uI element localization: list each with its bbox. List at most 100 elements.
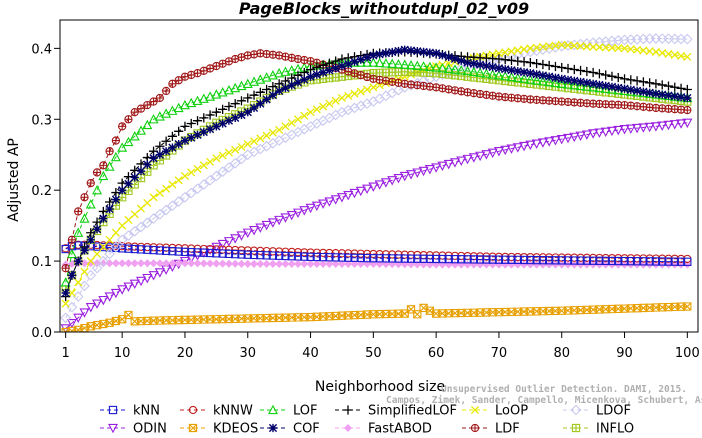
point-lof [267,70,278,80]
point-odin [393,173,404,184]
point-odin [236,231,247,241]
point-fastabod [300,259,309,268]
point-lof [198,93,209,103]
point-cof [74,256,83,266]
point-fastabod [218,259,227,268]
point-knn [645,257,654,266]
point-knn [626,257,635,266]
point-fastabod [344,259,353,268]
point-cof [438,51,447,60]
point-odin [475,151,486,162]
point-cof [237,110,246,120]
point-fastabod [356,259,365,268]
legend-marker-cof [268,423,278,433]
legend-item-cof: COF [260,422,320,437]
point-cof [501,65,510,74]
point-knn [231,249,240,259]
point-loop [174,176,183,185]
point-cof [293,78,303,87]
point-knn [193,248,202,257]
point-cof [136,166,146,176]
legend-label-kdeos: KDEOS [213,422,258,435]
x-tick-label: 30 [239,346,256,361]
point-odin [594,128,605,138]
point-loop [187,168,196,177]
point-cof [507,66,516,75]
series-kdeos [61,302,692,332]
point-odin [650,122,661,132]
point-simplifiedlof [261,84,272,95]
point-knn [143,245,152,254]
point-cof [350,57,359,66]
series-knn [61,241,692,266]
point-simplifiedlof [506,55,517,66]
point-knn [670,257,679,266]
point-loop [262,131,271,140]
point-cof [632,86,642,95]
point-cof [218,119,227,128]
point-loop [319,102,328,111]
point-odin [73,313,84,324]
point-simplifiedlof [268,82,278,92]
point-simplifiedlof [205,110,215,120]
point-fastabod [394,260,403,269]
point-lof [493,70,504,80]
point-lof [468,66,479,77]
point-loop [444,59,453,68]
point-odin [142,273,153,284]
point-odin [431,163,442,173]
point-knn [300,252,309,261]
point-odin [186,254,197,264]
legend-marker-knn [108,405,118,415]
point-cof [281,83,290,93]
point-fastabod [180,259,189,268]
point-simplifiedlof [532,58,542,69]
point-cof [268,91,277,100]
point-knn [639,257,648,266]
point-cof [174,139,183,149]
point-ldof [79,280,90,292]
point-loop [275,125,284,134]
point-lof [500,70,511,81]
y-tick-label: 0.1 [31,255,52,270]
point-odin [412,168,423,178]
point-knn [400,254,409,263]
point-simplifiedlof [186,118,196,129]
point-odin [569,132,580,143]
point-ldof [223,162,235,173]
point-fastabod [111,259,120,268]
point-odin [632,123,643,134]
point-knn [136,245,146,254]
watermark: Unsupervised Outlier Detection. DAMI, 20… [386,384,702,406]
point-loop [670,50,679,59]
point-simplifiedlof [569,64,579,75]
point-fastabod [187,259,196,268]
point-cof [683,93,692,103]
point-fastabod [199,259,208,268]
point-cof [249,103,259,113]
point-knn [356,253,365,263]
point-odin [493,147,504,157]
point-knn [469,255,478,264]
legend-item-odin: ODIN [100,422,167,437]
point-odin [512,143,523,153]
point-knn [331,253,340,262]
point-loop [293,115,303,124]
point-simplifiedlof [155,141,165,151]
point-cof [105,204,114,214]
point-knn [256,250,265,260]
point-simplifiedlof [657,80,667,90]
x-axis-label: Neighborhood size [315,379,445,395]
plot-frame [59,19,699,333]
point-fastabod [136,259,146,268]
point-ldf [124,115,133,124]
point-simplifiedlof [575,65,586,76]
point-knn [344,253,353,262]
point-knn [180,247,190,257]
point-cof [256,99,265,108]
point-simplifiedlof [582,66,592,77]
point-loop [595,43,604,52]
point-odin [399,171,410,182]
point-lof [236,80,247,91]
point-lof [638,87,649,98]
